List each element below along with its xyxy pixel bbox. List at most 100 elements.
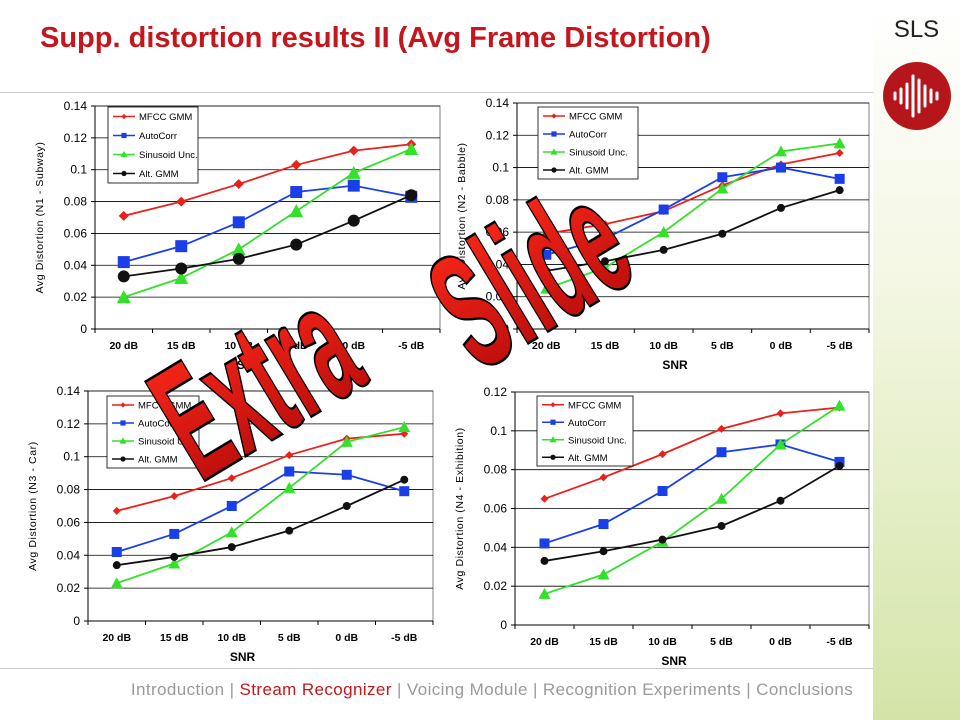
x-tick-label: 5 dB xyxy=(278,632,301,644)
data-point xyxy=(716,447,727,458)
legend-marker xyxy=(120,456,126,462)
data-point xyxy=(715,492,728,504)
series-autocorr xyxy=(111,466,410,557)
data-point xyxy=(717,521,726,530)
x-axis-label: SNR xyxy=(662,358,688,372)
data-point xyxy=(835,461,844,470)
data-point xyxy=(176,196,187,207)
series-mfcc-gmm xyxy=(118,139,417,221)
data-point xyxy=(599,473,608,482)
watermark-extra: Extra xyxy=(124,253,390,513)
y-tick-label: 0 xyxy=(80,322,87,336)
series-sinusoid-unc- xyxy=(110,421,411,589)
y-tick-label: 0.12 xyxy=(484,385,508,399)
data-point xyxy=(598,519,609,530)
data-point xyxy=(290,238,303,251)
y-axis-label: Avg Distortion (N2 - Babble) xyxy=(456,142,468,289)
legend-entry: MFCC GMM xyxy=(568,400,621,411)
series-line xyxy=(123,143,412,217)
y-tick-label: 0.06 xyxy=(57,515,81,529)
data-point xyxy=(540,556,549,565)
series-line xyxy=(116,470,405,553)
data-point xyxy=(775,145,787,157)
data-point xyxy=(232,216,245,229)
data-point xyxy=(285,451,294,460)
legend: MFCC GMM AutoCorr Sinusoid Unc. Alt. GMM xyxy=(107,106,199,184)
y-tick-label: 0.08 xyxy=(486,193,510,207)
x-tick-label: 0 dB xyxy=(769,636,792,648)
x-tick-label: 0 dB xyxy=(342,340,365,352)
data-point xyxy=(232,252,245,265)
y-tick-label: 0.1 xyxy=(63,450,80,464)
data-point xyxy=(539,538,550,549)
y-axis-label: Avg Distortion (N1 - Subway) xyxy=(34,142,46,294)
legend-entry: MFCC GMM xyxy=(138,401,191,412)
y-tick-label: 0.12 xyxy=(64,131,88,145)
data-point xyxy=(404,142,419,156)
x-tick-label: 5 dB xyxy=(710,636,733,648)
series-line xyxy=(546,142,840,290)
data-point xyxy=(347,179,360,192)
legend: MFCC GMM AutoCorr Sinusoid Unc. Alt. GMM xyxy=(536,395,634,467)
x-tick-label: 15 dB xyxy=(160,632,189,644)
legend-marker xyxy=(121,170,127,177)
footer-divider xyxy=(0,668,873,669)
data-point xyxy=(599,547,608,556)
series-line xyxy=(116,478,405,567)
y-tick-label: 0.14 xyxy=(64,99,88,113)
data-point xyxy=(542,266,551,275)
data-point xyxy=(597,568,610,580)
series-line xyxy=(546,189,840,272)
data-point xyxy=(776,162,786,173)
data-point xyxy=(174,271,189,285)
legend-marker xyxy=(120,420,126,426)
data-point xyxy=(233,179,244,190)
series-line xyxy=(544,443,840,545)
data-point xyxy=(175,262,188,275)
legend-entry: Sinusoid Unc. xyxy=(139,150,198,161)
y-tick-label: 0.08 xyxy=(64,195,88,209)
series-autocorr xyxy=(541,162,845,260)
data-point xyxy=(658,450,667,459)
y-tick-label: 0.08 xyxy=(484,463,508,477)
y-axis-label: Avg Distortion (N4 - Exhibition) xyxy=(454,427,466,590)
data-point xyxy=(658,535,667,544)
y-tick-label: 0.1 xyxy=(70,163,87,177)
y-tick-label: 0.14 xyxy=(57,384,81,398)
data-point xyxy=(289,204,304,218)
data-point xyxy=(285,526,294,535)
x-axis-label: SNR xyxy=(230,650,256,664)
y-tick-label: 0 xyxy=(500,618,507,632)
legend-marker xyxy=(550,454,556,460)
x-tick-label: 10 dB xyxy=(649,340,678,352)
chart-n2-babble: 0 0.02 0.04 0.06 0.08 0.1 0.12 0.14 20 dB 15 dB 10… xyxy=(456,96,870,372)
x-tick-label: 20 dB xyxy=(102,632,131,644)
legend: MFCC GMM AutoCorr Sinusoid Unc. Alt. GMM xyxy=(537,106,639,180)
footer-item-introduction[interactable]: Introduction xyxy=(130,680,225,699)
y-tick-label: 0.06 xyxy=(484,502,508,516)
y-tick-label: 0.04 xyxy=(486,257,510,271)
footer-item-voicing-module[interactable]: Voicing Module xyxy=(406,680,528,699)
footer-item-conclusions[interactable]: Conclusions xyxy=(756,680,854,699)
series-line xyxy=(123,148,412,298)
data-point xyxy=(833,137,846,149)
data-point xyxy=(599,261,611,273)
series-line xyxy=(116,432,405,512)
footer-item-stream-recognizer[interactable]: Stream Recognizer xyxy=(239,680,392,699)
data-point xyxy=(542,229,551,238)
data-point xyxy=(342,502,351,510)
x-tick-label: 15 dB xyxy=(589,636,618,648)
sls-logo-icon xyxy=(883,62,951,130)
y-tick-label: 0.12 xyxy=(486,128,510,142)
legend-marker xyxy=(551,113,557,119)
data-point xyxy=(226,501,237,511)
title-divider xyxy=(0,92,873,93)
data-point xyxy=(716,182,729,194)
legend-entry: Sinusoid Unc. xyxy=(138,437,197,448)
y-tick-label: 0.1 xyxy=(490,424,507,438)
data-point xyxy=(658,204,669,215)
footer-item-recognition-experiments[interactable]: Recognition Experiments xyxy=(542,680,742,699)
legend-marker xyxy=(550,402,556,408)
data-point xyxy=(118,210,129,221)
x-tick-label: 5 dB xyxy=(285,340,308,352)
